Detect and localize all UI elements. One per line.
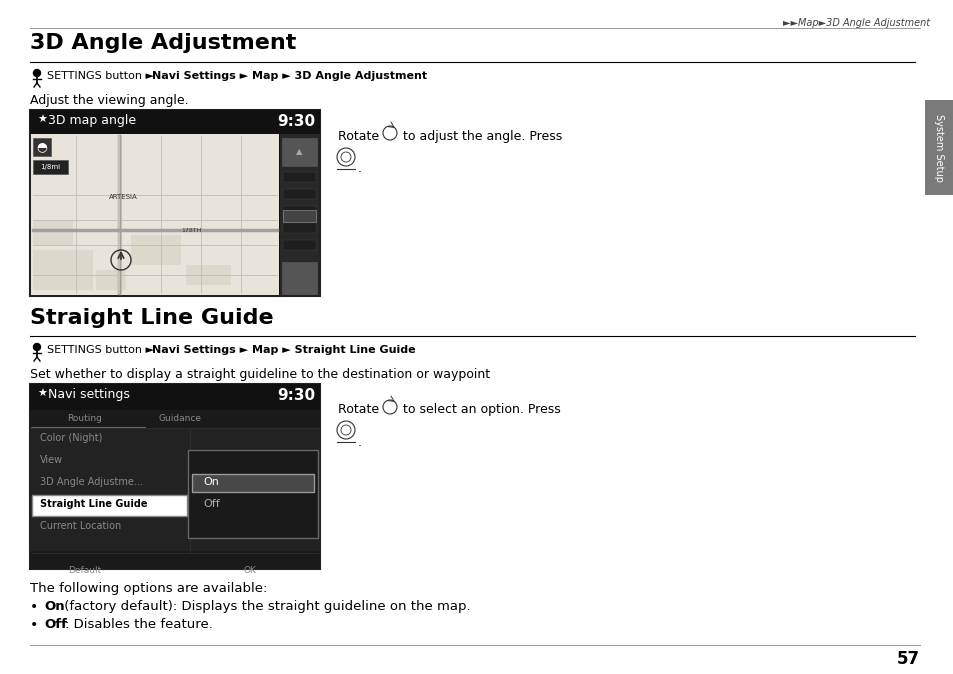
- Text: .: .: [357, 162, 361, 175]
- Text: Off: Off: [203, 499, 219, 509]
- Text: Rotate: Rotate: [337, 403, 383, 416]
- Text: On: On: [44, 600, 65, 613]
- Text: 178TH: 178TH: [181, 228, 201, 233]
- Bar: [283, 172, 315, 182]
- Bar: [30, 134, 278, 295]
- Text: System Setup: System Setup: [934, 113, 943, 181]
- Bar: [30, 110, 319, 134]
- Text: Current Location: Current Location: [40, 521, 121, 531]
- Text: ▲: ▲: [296, 148, 302, 156]
- Text: OK: OK: [243, 566, 256, 575]
- Text: 3D Angle Adjustment: 3D Angle Adjustment: [30, 33, 296, 53]
- Text: Navi Settings ► Map ► Straight Line Guide: Navi Settings ► Map ► Straight Line Guid…: [152, 345, 416, 355]
- Text: Off: Off: [44, 618, 67, 631]
- Bar: [188, 450, 317, 538]
- Bar: [32, 495, 187, 516]
- Text: ★: ★: [37, 389, 47, 399]
- Text: (factory default): Displays the straight guideline on the map.: (factory default): Displays the straight…: [60, 600, 470, 613]
- Bar: [186, 265, 231, 285]
- Text: 57: 57: [896, 650, 919, 668]
- Text: Navi Settings ► Map ► 3D Angle Adjustment: Navi Settings ► Map ► 3D Angle Adjustmen…: [152, 71, 427, 81]
- Bar: [33, 160, 68, 174]
- Bar: [30, 110, 319, 296]
- Text: 3D Angle Adjustme...: 3D Angle Adjustme...: [40, 477, 143, 487]
- Text: to adjust the angle. Press: to adjust the angle. Press: [402, 130, 561, 143]
- Bar: [96, 270, 126, 290]
- Bar: [30, 410, 319, 428]
- Text: 9:30: 9:30: [276, 114, 314, 129]
- Text: to select an option. Press: to select an option. Press: [402, 403, 560, 416]
- Text: Color (Night): Color (Night): [40, 433, 102, 443]
- Bar: [30, 551, 319, 569]
- Text: Adjust the viewing angle.: Adjust the viewing angle.: [30, 94, 189, 107]
- Text: Straight Line Guide: Straight Line Guide: [40, 499, 148, 509]
- Bar: [33, 138, 51, 156]
- Text: ★: ★: [37, 115, 47, 125]
- Text: Navi settings: Navi settings: [48, 388, 130, 401]
- Text: 3D map angle: 3D map angle: [48, 114, 136, 127]
- Text: ARTESIA: ARTESIA: [109, 194, 137, 200]
- Text: On: On: [203, 477, 218, 487]
- Circle shape: [33, 344, 40, 350]
- Bar: [192, 474, 314, 492]
- Text: •: •: [30, 600, 38, 614]
- Text: Rotate: Rotate: [337, 130, 383, 143]
- Bar: [283, 240, 315, 250]
- Text: View: View: [40, 455, 63, 465]
- Bar: [283, 210, 315, 222]
- Text: 9:30: 9:30: [276, 388, 314, 403]
- Text: 1/8mi: 1/8mi: [40, 164, 60, 170]
- Bar: [283, 189, 315, 199]
- Text: ►►Map►3D Angle Adjustment: ►►Map►3D Angle Adjustment: [782, 18, 929, 28]
- Text: : Disables the feature.: : Disables the feature.: [65, 618, 213, 631]
- Text: •: •: [30, 618, 38, 632]
- Text: Default: Default: [69, 566, 102, 575]
- Bar: [33, 220, 73, 245]
- Bar: [283, 206, 315, 216]
- Text: Straight Line Guide: Straight Line Guide: [30, 308, 274, 328]
- Bar: [30, 428, 319, 553]
- Bar: [30, 384, 319, 569]
- Text: SETTINGS button ►: SETTINGS button ►: [47, 71, 157, 81]
- Bar: [283, 223, 315, 233]
- Bar: [33, 250, 92, 290]
- Bar: [282, 262, 316, 294]
- Text: ◓: ◓: [36, 140, 48, 154]
- Bar: [30, 384, 319, 410]
- Text: The following options are available:: The following options are available:: [30, 582, 267, 595]
- Text: .: .: [357, 436, 361, 449]
- Text: Guidance: Guidance: [158, 414, 201, 423]
- Text: Set whether to display a straight guideline to the destination or waypoint: Set whether to display a straight guidel…: [30, 368, 490, 381]
- Bar: [924, 100, 953, 195]
- Text: Routing: Routing: [68, 414, 102, 423]
- Bar: [280, 134, 318, 295]
- Circle shape: [33, 69, 40, 77]
- Bar: [131, 235, 181, 265]
- Text: SETTINGS button ►: SETTINGS button ►: [47, 345, 157, 355]
- Bar: [282, 138, 316, 166]
